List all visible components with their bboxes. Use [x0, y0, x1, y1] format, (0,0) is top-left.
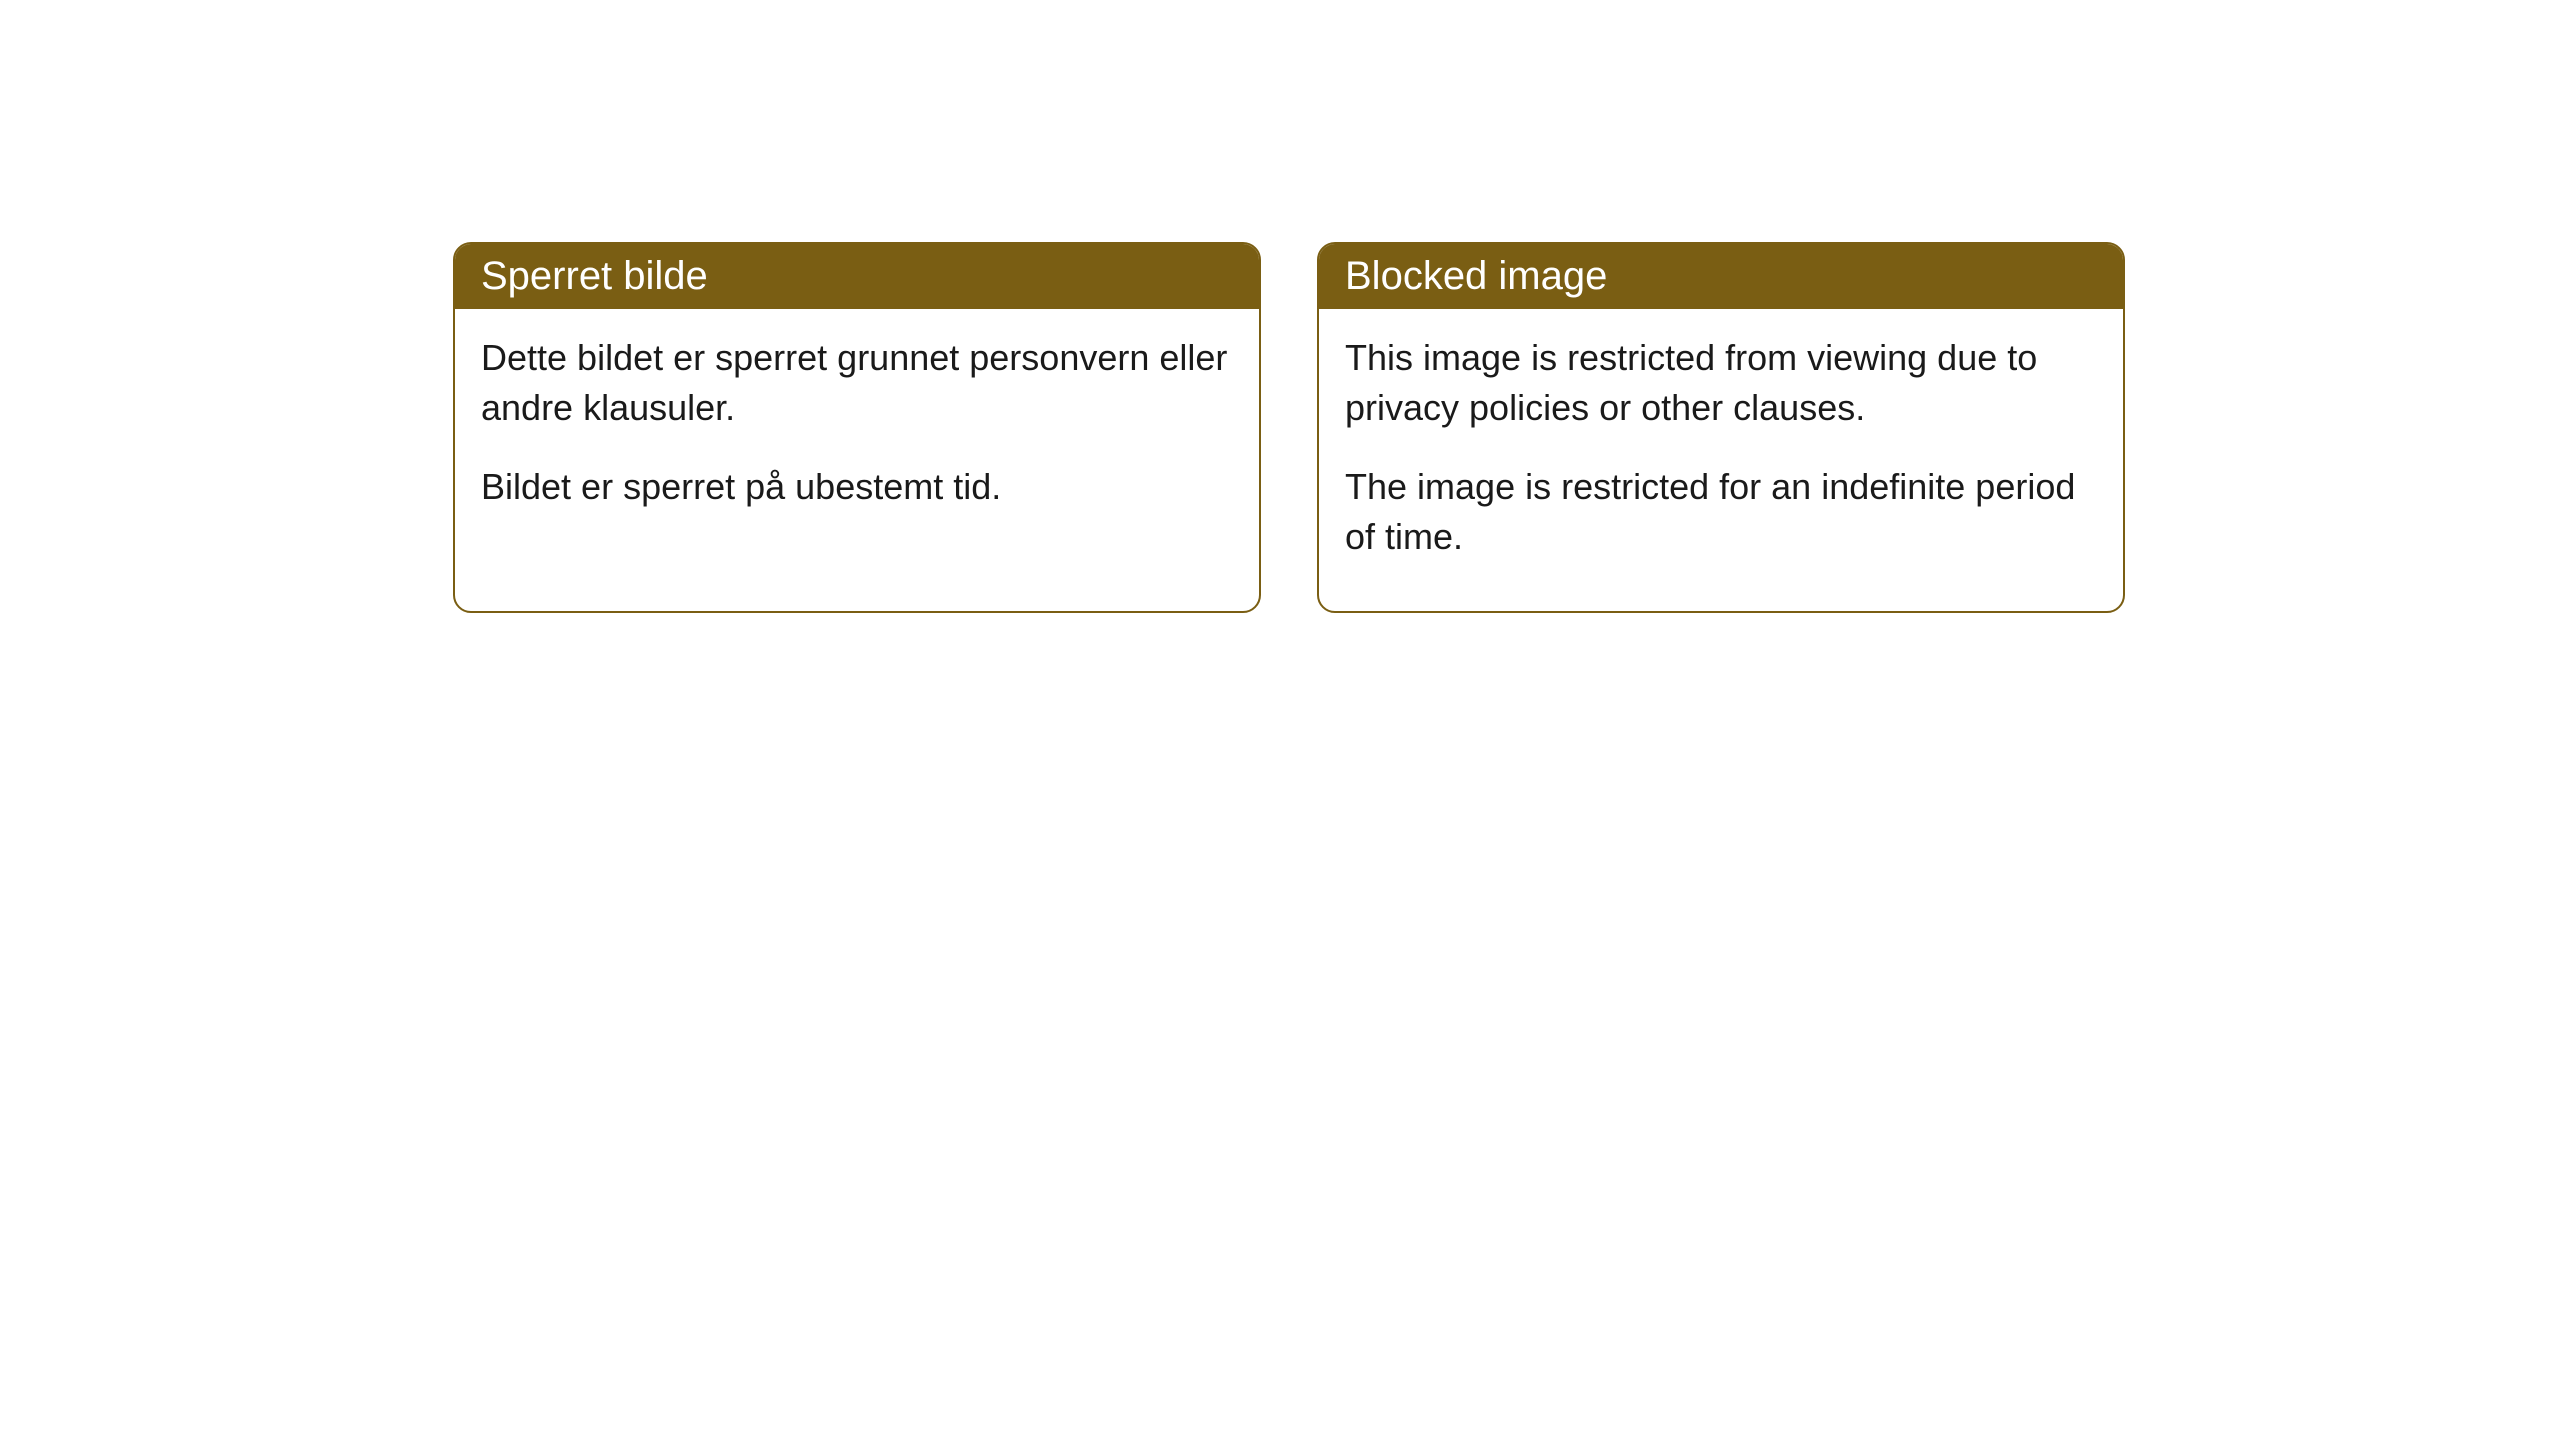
card-title: Sperret bilde [481, 254, 708, 298]
card-paragraph-2: Bildet er sperret på ubestemt tid. [481, 462, 1233, 512]
card-body-norwegian: Dette bildet er sperret grunnet personve… [455, 309, 1259, 560]
card-paragraph-1: This image is restricted from viewing du… [1345, 333, 2097, 434]
card-paragraph-1: Dette bildet er sperret grunnet personve… [481, 333, 1233, 434]
card-header-english: Blocked image [1319, 244, 2123, 309]
notice-cards-container: Sperret bilde Dette bildet er sperret gr… [453, 242, 2125, 613]
card-body-english: This image is restricted from viewing du… [1319, 309, 2123, 611]
card-header-norwegian: Sperret bilde [455, 244, 1259, 309]
card-title: Blocked image [1345, 254, 1607, 298]
blocked-image-card-english: Blocked image This image is restricted f… [1317, 242, 2125, 613]
card-paragraph-2: The image is restricted for an indefinit… [1345, 462, 2097, 563]
blocked-image-card-norwegian: Sperret bilde Dette bildet er sperret gr… [453, 242, 1261, 613]
